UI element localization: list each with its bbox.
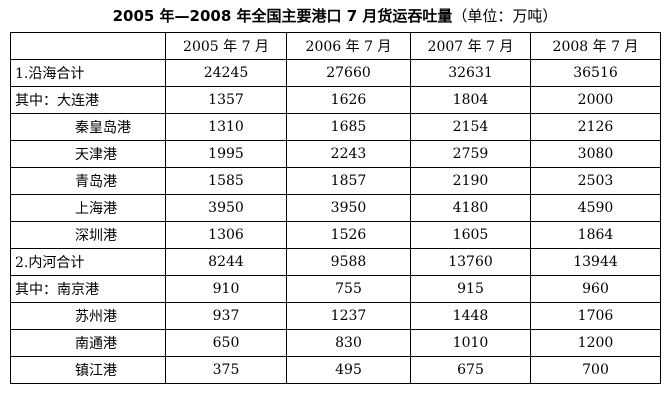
value-cell: 13760 <box>410 248 531 276</box>
value-cell: 1585 <box>165 167 287 195</box>
table-row: 深圳港 1306 1526 1605 1864 <box>10 221 661 249</box>
value-cell: 2503 <box>530 167 661 195</box>
title: 2005 年—2008 年全国主要港口 7 月货运吞吐量 <box>112 7 453 25</box>
value-cell: 4180 <box>410 194 531 222</box>
table-row: 青岛港 1585 1857 2190 2503 <box>10 167 661 195</box>
header-cell: 2008 年 7 月 <box>530 32 661 60</box>
value-cell: 960 <box>530 275 661 303</box>
title-line: 2005 年—2008 年全国主要港口 7 月货运吞吐量（单位：万吨） <box>0 0 670 32</box>
value-cell: 830 <box>286 329 411 357</box>
value-cell: 3080 <box>530 140 661 168</box>
value-cell: 675 <box>410 356 531 384</box>
value-cell: 36516 <box>530 59 661 87</box>
table-row: 1.沿海合计 24245 27660 32631 36516 <box>10 59 661 87</box>
value-cell: 1685 <box>286 113 411 141</box>
header-row: 2005 年 7 月 2006 年 7 月 2007 年 7 月 2008 年 7 月 <box>10 32 661 60</box>
row-label: 天津港 <box>10 140 166 168</box>
table-row: 苏州港 937 1237 1448 1706 <box>10 302 661 330</box>
row-label: 深圳港 <box>10 221 166 249</box>
value-cell: 1448 <box>410 302 531 330</box>
row-label: 青岛港 <box>10 167 166 195</box>
value-cell: 2243 <box>286 140 411 168</box>
row-label: 上海港 <box>10 194 166 222</box>
table: 2005 年 7 月 2006 年 7 月 2007 年 7 月 2008 年 7 月… <box>10 32 661 384</box>
value-cell: 910 <box>165 275 287 303</box>
value-cell: 1010 <box>410 329 531 357</box>
table-row: 其中：南京港 910 755 915 960 <box>10 275 661 303</box>
row-label: 其中：南京港 <box>10 275 166 303</box>
value-cell: 4590 <box>530 194 661 222</box>
row-label: 镇江港 <box>10 356 166 384</box>
value-cell: 1864 <box>530 221 661 249</box>
corner-cell <box>10 32 166 60</box>
table-row: 天津港 1995 2243 2759 3080 <box>10 140 661 168</box>
value-cell: 32631 <box>410 59 531 87</box>
row-label: 2.内河合计 <box>10 248 166 276</box>
value-cell: 915 <box>410 275 531 303</box>
value-cell: 1526 <box>286 221 411 249</box>
value-cell: 1804 <box>410 86 531 114</box>
value-cell: 27660 <box>286 59 411 87</box>
value-cell: 1310 <box>165 113 287 141</box>
value-cell: 2154 <box>410 113 531 141</box>
value-cell: 1857 <box>286 167 411 195</box>
row-label: 苏州港 <box>10 302 166 330</box>
value-cell: 1200 <box>530 329 661 357</box>
value-cell: 2000 <box>530 86 661 114</box>
value-cell: 495 <box>286 356 411 384</box>
row-label: 南通港 <box>10 329 166 357</box>
value-cell: 3950 <box>165 194 287 222</box>
value-cell: 1605 <box>410 221 531 249</box>
value-cell: 2190 <box>410 167 531 195</box>
table-row: 南通港 650 830 1010 1200 <box>10 329 661 357</box>
row-label: 秦皇岛港 <box>10 113 166 141</box>
unit: （单位：万吨） <box>452 7 558 25</box>
value-cell: 1995 <box>165 140 287 168</box>
value-cell: 2126 <box>530 113 661 141</box>
value-cell: 375 <box>165 356 287 384</box>
value-cell: 1237 <box>286 302 411 330</box>
value-cell: 24245 <box>165 59 287 87</box>
value-cell: 700 <box>530 356 661 384</box>
table-body: 2005 年 7 月 2006 年 7 月 2007 年 7 月 2008 年 7 月… <box>10 32 661 384</box>
value-cell: 9588 <box>286 248 411 276</box>
row-label: 1.沿海合计 <box>10 59 166 87</box>
table-row: 2.内河合计 8244 9588 13760 13944 <box>10 248 661 276</box>
value-cell: 2759 <box>410 140 531 168</box>
value-cell: 937 <box>165 302 287 330</box>
value-cell: 13944 <box>530 248 661 276</box>
value-cell: 650 <box>165 329 287 357</box>
table-row: 其中：大连港 1357 1626 1804 2000 <box>10 86 661 114</box>
value-cell: 1706 <box>530 302 661 330</box>
value-cell: 1626 <box>286 86 411 114</box>
value-cell: 755 <box>286 275 411 303</box>
row-label: 其中：大连港 <box>10 86 166 114</box>
value-cell: 8244 <box>165 248 287 276</box>
value-cell: 1306 <box>165 221 287 249</box>
value-cell: 1357 <box>165 86 287 114</box>
table-row: 上海港 3950 3950 4180 4590 <box>10 194 661 222</box>
header-cell: 2006 年 7 月 <box>286 32 411 60</box>
table-row: 秦皇岛港 1310 1685 2154 2126 <box>10 113 661 141</box>
table-row: 镇江港 375 495 675 700 <box>10 356 661 384</box>
value-cell: 3950 <box>286 194 411 222</box>
header-cell: 2005 年 7 月 <box>165 32 287 60</box>
header-cell: 2007 年 7 月 <box>410 32 531 60</box>
